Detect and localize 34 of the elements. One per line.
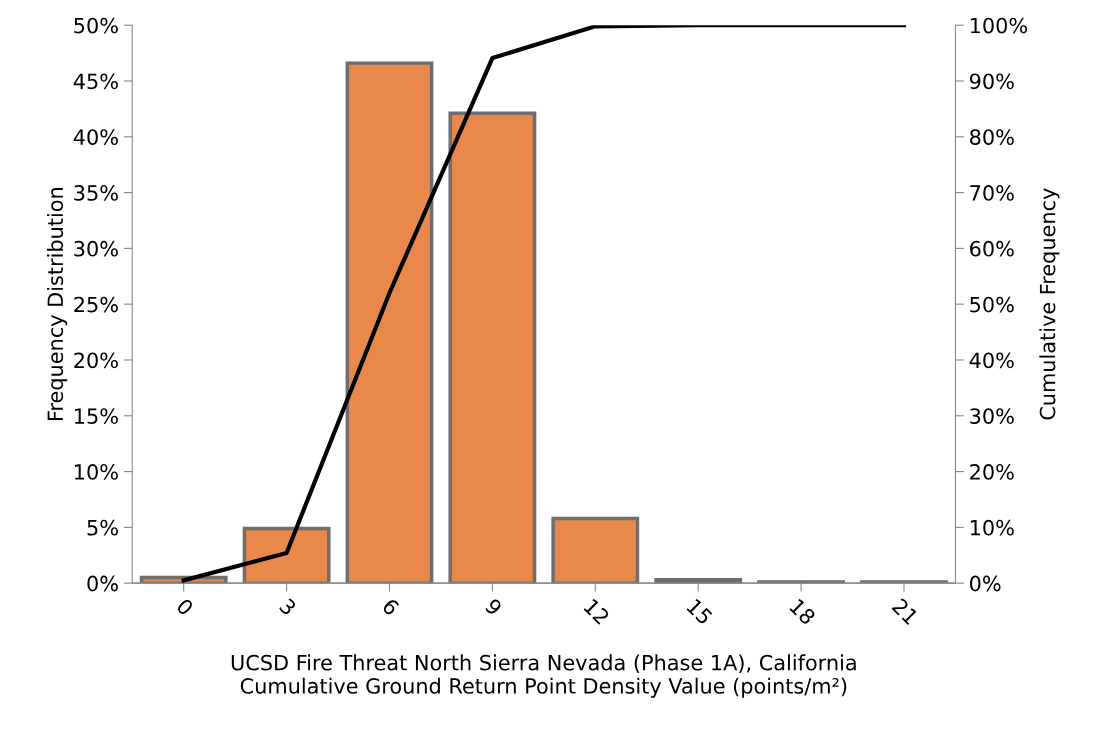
y2-tick-label: 40%	[969, 352, 1014, 369]
y2-tick-label: 10%	[970, 519, 1014, 536]
y2-axis-title: Cumulative Frequency	[1039, 188, 1060, 420]
y2-tick-label: 70%	[970, 185, 1014, 201]
y-tick-label: 20%	[74, 352, 118, 369]
y2-tick-label: 50%	[970, 296, 1014, 313]
y2-tick-label: 90%	[969, 73, 1014, 90]
y2-tick-label: 60%	[970, 240, 1014, 257]
y-tick-label: 40%	[73, 129, 118, 145]
y-tick-label: 30%	[74, 240, 118, 257]
x-tick-label: 18	[789, 598, 817, 626]
y-tick-label: 10%	[75, 464, 118, 480]
y-tick-label: 25%	[74, 296, 118, 313]
y2-tick-label: 80%	[970, 129, 1014, 145]
y-axis-title: Frequency Distribution	[47, 188, 68, 421]
y2-tick-label: 100%	[970, 17, 1028, 34]
y-tick-label: 50%	[74, 17, 118, 34]
x-axis-title: UCSD Fire Threat North Sierra Nevada (Phase 1A), California Cumulative Ground Return Point Density Value (points/m²)	[231, 654, 856, 698]
y2-tick-label: 30%	[970, 408, 1014, 424]
y-tick-label: 15%	[75, 408, 118, 424]
y-tick-label: 35%	[74, 185, 118, 201]
x-tick-label: 3	[278, 597, 297, 616]
x-tick-label: 15	[686, 598, 713, 626]
y-tick-label: 45%	[73, 73, 118, 90]
y2-tick-label: 20%	[970, 464, 1014, 480]
y-tick-label: 5%	[87, 519, 118, 536]
x-tick-label: 6	[381, 597, 401, 617]
x-tick-label: 21	[891, 597, 919, 625]
x-tick-label: 9	[484, 597, 503, 617]
line-series	[181, 25, 907, 583]
y2-tick-label: 0%	[970, 575, 1001, 592]
x-tick-label: 12	[583, 598, 611, 625]
x-tick-label: 0	[175, 597, 195, 617]
y-tick-label: 0%	[87, 575, 118, 592]
